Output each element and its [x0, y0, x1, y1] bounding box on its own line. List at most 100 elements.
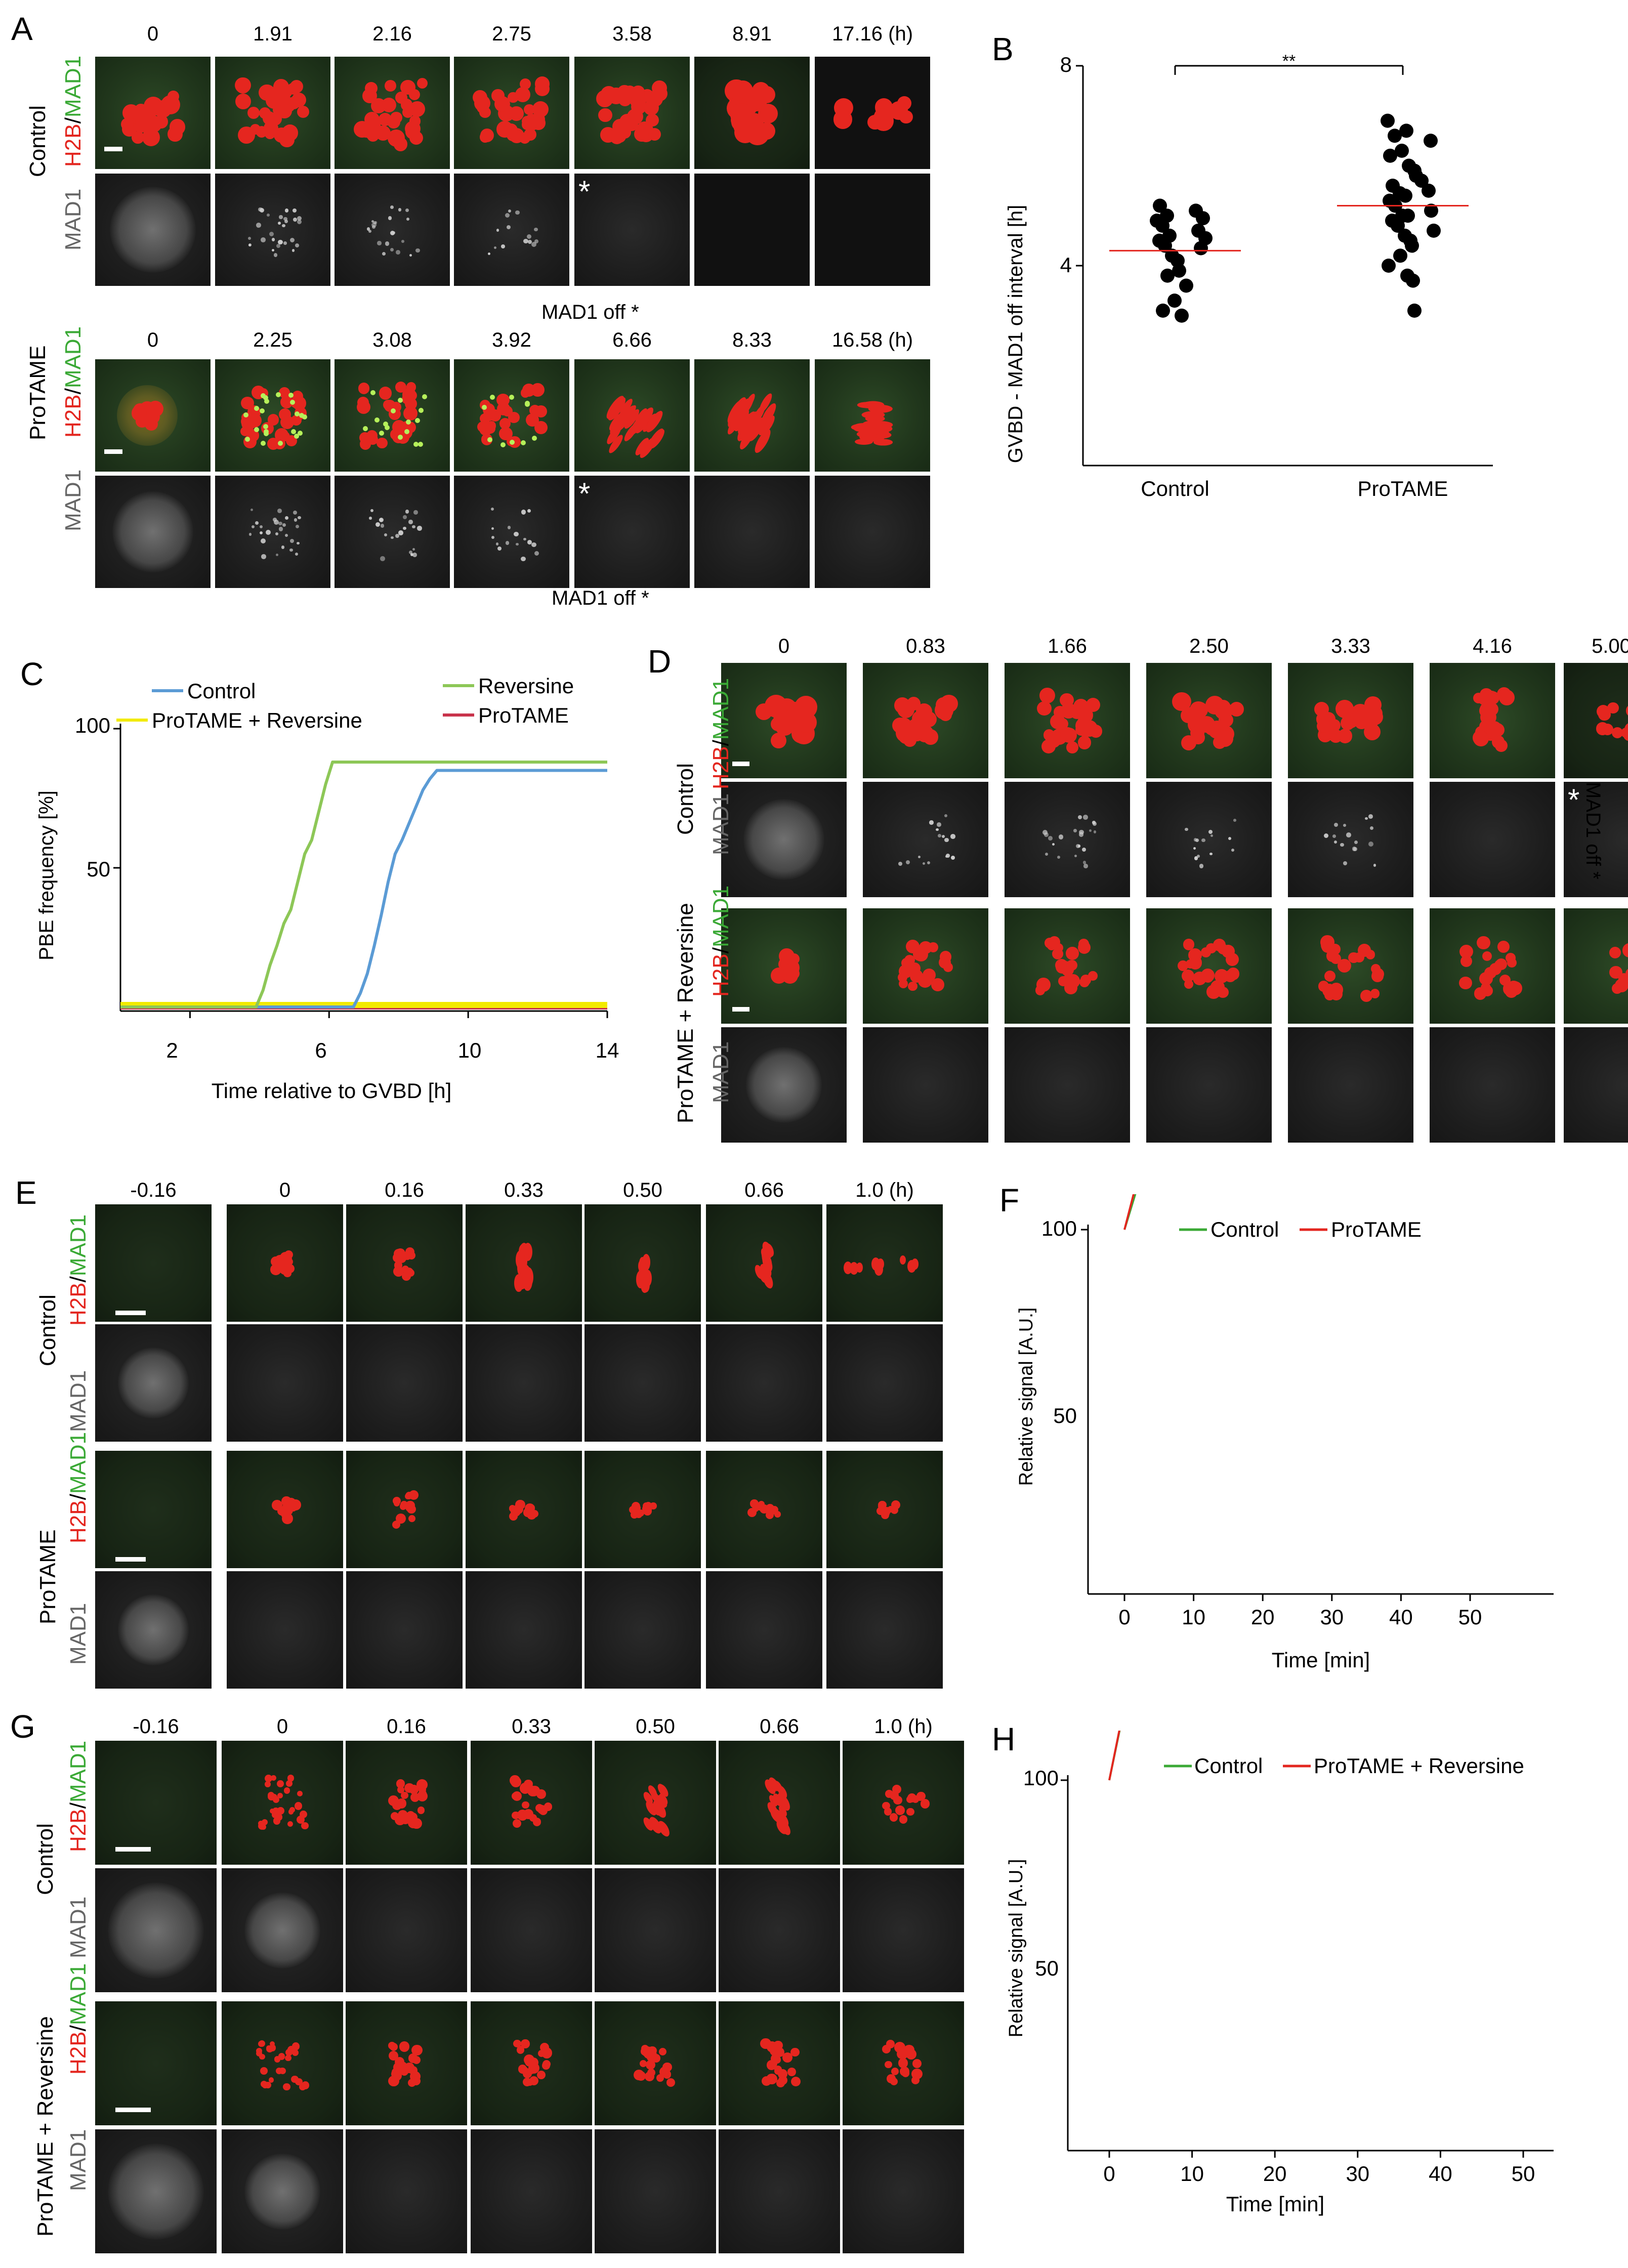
mad1-foci — [371, 222, 377, 228]
mad1-foci — [1052, 843, 1055, 846]
kinetochore-signal — [390, 408, 396, 413]
panel-a-protame-time-4: 6.66 — [612, 329, 652, 351]
panel-d-merge-channel-label-2: H2B/MAD1 — [708, 885, 733, 997]
mad1-foci — [284, 533, 288, 537]
panel-b-data-point — [1160, 268, 1175, 283]
panel-e-protame-merge-image — [466, 1451, 582, 1568]
chromosome-signal — [259, 107, 271, 119]
chromosome-signal — [790, 2048, 800, 2057]
mad1-foci — [523, 238, 528, 244]
panel-g-protame-mad1-image — [346, 2129, 467, 2253]
mad1-foci — [247, 236, 251, 240]
panel-letter-d: D — [648, 643, 672, 680]
panel-b-ytick-4: 4 — [1060, 253, 1072, 277]
panel-e-protame-merge-image — [706, 1451, 822, 1568]
chromosome-signal — [417, 1807, 425, 1815]
panel-a-control-merge-image — [95, 57, 211, 169]
mad1-nuclear-signal — [244, 1892, 320, 1968]
panel-e-time-3: 0.33 — [504, 1179, 544, 1201]
panel-d-control-mad1-image — [1146, 782, 1272, 897]
panel-c-legend-protame-reversine: ProTAME + Reversine — [152, 708, 362, 732]
chromosome-signal — [359, 432, 370, 444]
chromosome-signal — [1489, 962, 1502, 975]
chromosome-signal — [528, 1504, 535, 1511]
panel-b-data-point — [1395, 143, 1409, 158]
mad1-foci — [293, 208, 297, 213]
chromosome-signal — [277, 1792, 283, 1798]
panel-b-data-point — [1179, 278, 1193, 293]
panel-a-protame-merge-image — [215, 359, 330, 472]
mad1-foci — [1208, 830, 1213, 834]
panel-f-ylabel: Relative signal [A.U.] — [1016, 1308, 1037, 1486]
panel-b-data-point — [1172, 263, 1186, 278]
panel-g-protame-mad1-image — [843, 2129, 964, 2253]
panel-e-protame-mad1-image — [585, 1571, 701, 1689]
chromosome-signal — [1627, 940, 1628, 953]
chromosome-signal — [1039, 688, 1056, 704]
mad1-foci — [282, 224, 285, 228]
panel-d-protame-mad1-image — [1430, 1027, 1555, 1143]
kinetochore-signal — [487, 437, 493, 442]
mad1-foci — [506, 225, 511, 229]
chromosome-signal — [276, 1780, 284, 1787]
panel-b-significance: ** — [1282, 52, 1296, 71]
chromosome-signal — [1609, 946, 1621, 959]
kinetochore-signal — [404, 429, 410, 435]
panel-g-control-merge-image — [843, 1741, 964, 1865]
panel-g-time-2: 0.16 — [387, 1715, 426, 1738]
panel-b-data-point — [1398, 188, 1412, 203]
panel-a-protame-mad1-image: * — [574, 476, 690, 588]
scale-bar — [115, 2108, 151, 2112]
panel-h-ytick-100: 100 — [1023, 1766, 1059, 1790]
chromosome-signal — [511, 1777, 521, 1787]
mad1-foci — [409, 254, 412, 257]
kinetochore-signal — [263, 424, 268, 430]
chromosome-signal — [648, 128, 661, 141]
chromosome-signal — [1508, 980, 1520, 993]
panel-b-data-point — [1155, 219, 1170, 233]
panel-a-control-time-5: 8.91 — [732, 23, 772, 45]
chromosome-signal — [521, 2039, 530, 2048]
chromosome-signal — [770, 732, 787, 748]
panel-a-protame-merge-image — [454, 359, 569, 472]
chromosome-signal — [598, 108, 612, 122]
panel-a-control-merge-image — [815, 57, 930, 169]
mad1-foci — [1373, 864, 1376, 867]
panel-e-time-1: 0 — [279, 1179, 291, 1201]
panel-e-protame-mad1-image — [227, 1571, 343, 1689]
panel-f-xtick-label: 20 — [1251, 1605, 1275, 1629]
mad1-foci — [950, 834, 955, 839]
chromosome-signal — [154, 100, 172, 118]
panel-g-protame-merge-image — [222, 2001, 343, 2125]
chromosome-signal — [1365, 700, 1380, 715]
chromosome-signal — [650, 1502, 657, 1509]
panel-a-control-mad1-image — [815, 174, 930, 286]
chromosome-signal — [1596, 705, 1610, 719]
mad1-foci — [1089, 829, 1092, 832]
mad1-foci — [266, 529, 271, 535]
mad1-foci — [1082, 847, 1087, 852]
panel-d-control-mad1-image — [1288, 782, 1413, 897]
panel-f-xtick-label: 0 — [1118, 1605, 1130, 1629]
chromosome-signal — [911, 2076, 920, 2085]
chromosome-signal — [1335, 699, 1354, 718]
mad1-foci — [1093, 830, 1097, 833]
chromosome-signal — [891, 1500, 900, 1510]
panel-b-data-point — [1167, 293, 1182, 308]
chromosome-signal — [403, 1252, 411, 1260]
mad1-foci — [377, 241, 382, 245]
chromosome-signal — [396, 1779, 405, 1788]
panel-e-control-label: Control — [35, 1294, 60, 1366]
mad1-foci — [258, 207, 263, 212]
chromosome-signal — [640, 2060, 647, 2067]
chromosome-signal — [921, 711, 937, 728]
panel-e-merge-channel-label-2: H2B/MAD1 — [66, 1432, 91, 1543]
panel-g-control-merge-image — [222, 1741, 343, 1865]
chromosome-signal — [1056, 718, 1068, 730]
mad1-foci — [289, 238, 295, 243]
chromosome-signal — [1216, 700, 1231, 716]
chromosome-signal — [532, 1818, 541, 1826]
scale-bar — [115, 1847, 151, 1852]
panel-b-data-point — [1414, 174, 1429, 188]
mad1-foci — [526, 234, 531, 239]
